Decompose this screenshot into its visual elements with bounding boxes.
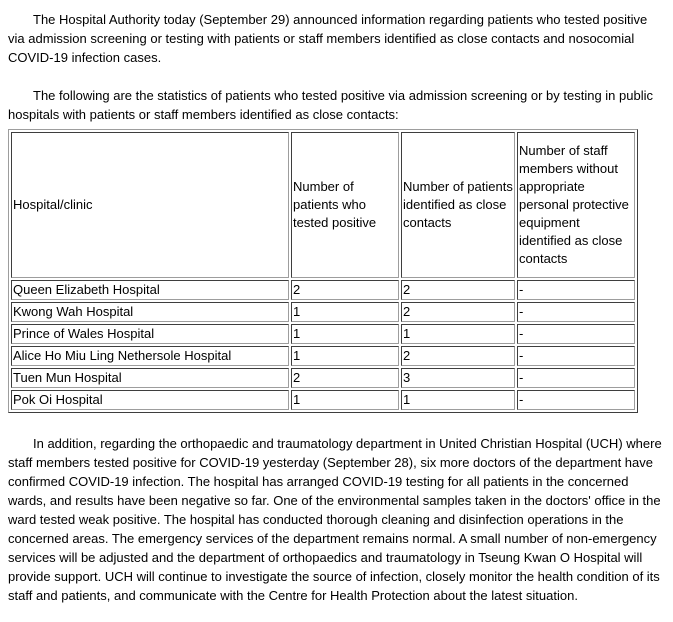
table-cell-positive: 1 <box>291 390 399 410</box>
table-cell-close-contacts: 3 <box>401 368 515 388</box>
table-cell-positive: 2 <box>291 280 399 300</box>
table-cell-staff: - <box>517 368 635 388</box>
statistics-intro-paragraph: The following are the statistics of pati… <box>8 88 653 122</box>
table-cell-close-contacts: 1 <box>401 390 515 410</box>
table-row: Kwong Wah Hospital 1 2 - <box>11 302 635 322</box>
table-cell-positive: 1 <box>291 324 399 344</box>
table-cell-close-contacts: 2 <box>401 302 515 322</box>
table-header-hospital-clinic: Hospital/clinic <box>11 132 289 278</box>
table-cell-hospital: Pok Oi Hospital <box>11 390 289 410</box>
uch-update-paragraph: In addition, regarding the orthopaedic a… <box>8 436 662 603</box>
press-release-document: The Hospital Authority today (September … <box>8 12 662 603</box>
table-cell-staff: - <box>517 302 635 322</box>
table-cell-positive: 2 <box>291 368 399 388</box>
table-header-patients-close-contacts: Number of patients identified as close c… <box>401 132 515 278</box>
table-cell-staff: - <box>517 346 635 366</box>
table-cell-positive: 1 <box>291 302 399 322</box>
table-row: Queen Elizabeth Hospital 2 2 - <box>11 280 635 300</box>
table-header-row: Hospital/clinic Number of patients who t… <box>11 132 635 278</box>
table-cell-staff: - <box>517 390 635 410</box>
table-header-staff-close-contacts: Number of staff members without appropri… <box>517 132 635 278</box>
table-cell-hospital: Alice Ho Miu Ling Nethersole Hospital <box>11 346 289 366</box>
table-cell-staff: - <box>517 280 635 300</box>
table-row: Prince of Wales Hospital 1 1 - <box>11 324 635 344</box>
statistics-table: Hospital/clinic Number of patients who t… <box>8 129 638 413</box>
table-cell-hospital: Kwong Wah Hospital <box>11 302 289 322</box>
table-row: Pok Oi Hospital 1 1 - <box>11 390 635 410</box>
table-cell-hospital: Prince of Wales Hospital <box>11 324 289 344</box>
table-cell-positive: 1 <box>291 346 399 366</box>
table-cell-hospital: Queen Elizabeth Hospital <box>11 280 289 300</box>
table-cell-close-contacts: 2 <box>401 280 515 300</box>
table-row: Tuen Mun Hospital 2 3 - <box>11 368 635 388</box>
table-header-patients-tested-positive: Number of patients who tested positive <box>291 132 399 278</box>
intro-paragraph: The Hospital Authority today (September … <box>8 12 648 65</box>
table-cell-close-contacts: 2 <box>401 346 515 366</box>
table-cell-hospital: Tuen Mun Hospital <box>11 368 289 388</box>
table-cell-close-contacts: 1 <box>401 324 515 344</box>
table-row: Alice Ho Miu Ling Nethersole Hospital 1 … <box>11 346 635 366</box>
table-cell-staff: - <box>517 324 635 344</box>
